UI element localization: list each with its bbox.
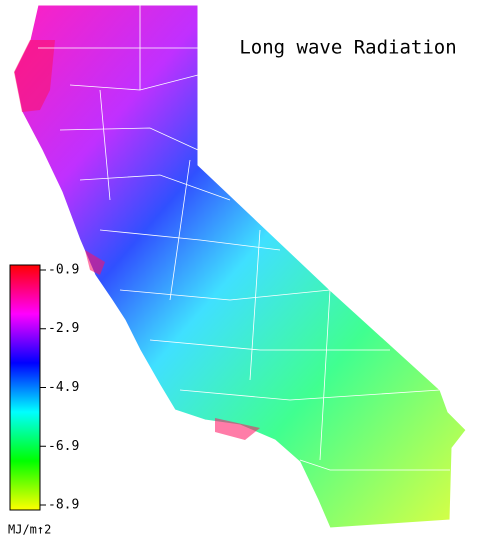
colorbar	[9, 264, 41, 511]
colorbar-tick-label: -4.9	[48, 380, 79, 395]
california-shape	[13, 4, 467, 529]
colorbar-unit: MJ/m↑2	[8, 523, 51, 537]
map-title: Long wave Radiation	[239, 37, 456, 59]
colorbar-tick-label: -8.9	[48, 498, 79, 513]
coastal-band	[14, 40, 260, 440]
colorbar-tick-label: -2.9	[48, 321, 79, 336]
county-lines	[38, 5, 450, 471]
colorbar-tick-label: -0.9	[48, 262, 79, 277]
colorbar-tick-label: -6.9	[48, 439, 79, 454]
